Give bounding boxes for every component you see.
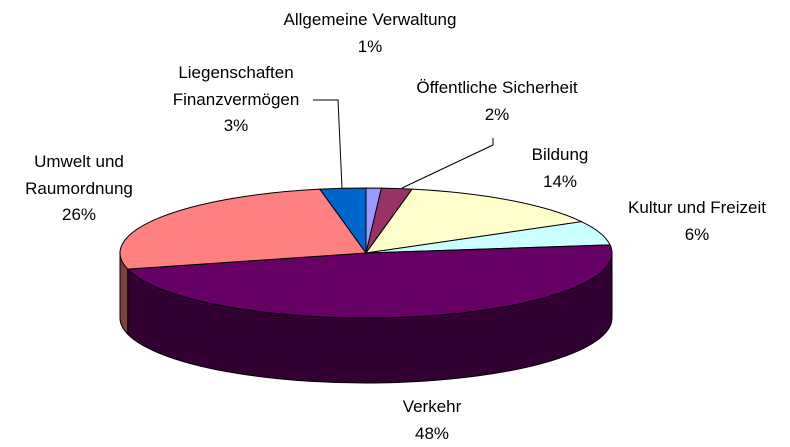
slice-label: Kultur und Freizeit 6% (628, 195, 766, 248)
chart (119, 99, 613, 384)
slice-label: Umwelt und Raumordnung 26% (9, 149, 149, 229)
category-name: Kultur und Freizeit (628, 198, 766, 217)
category-name: Allgemeine Verwaltung (283, 10, 457, 29)
value-label: 1% (357, 36, 383, 56)
value-label: 2% (484, 104, 510, 124)
slice (119, 188, 367, 270)
leader-line (313, 99, 343, 189)
page: (() => { const data = JSON.parse(documen… (9, 7, 766, 443)
slice-label: Bildung 14% (532, 142, 589, 195)
value-label: 6% (684, 224, 710, 244)
category-name: Öffentliche Sicherheit (416, 78, 578, 97)
category-name: Umwelt und Raumordnung (25, 152, 133, 198)
value-label: 26% (61, 205, 97, 224)
slice-label: Allgemeine Verwaltung 1% (284, 7, 457, 60)
category-name: Bildung (531, 145, 589, 164)
slice-label: Verkehr 48% (403, 394, 462, 447)
value-label: 14% (542, 171, 578, 191)
slice (364, 188, 584, 254)
slice-label: Liegenschaften Finanzvermögen 3% (156, 60, 316, 140)
category-name: Liegenschaften Finanzvermögen (172, 63, 300, 109)
slice (126, 244, 613, 319)
slice (318, 187, 367, 255)
category-name: Verkehr (402, 397, 462, 416)
leader-line (401, 138, 494, 189)
value-label: 48% (414, 423, 450, 443)
slice-label: Öffentliche Sicherheit 2% (416, 75, 577, 128)
value-label: 3% (223, 116, 249, 135)
